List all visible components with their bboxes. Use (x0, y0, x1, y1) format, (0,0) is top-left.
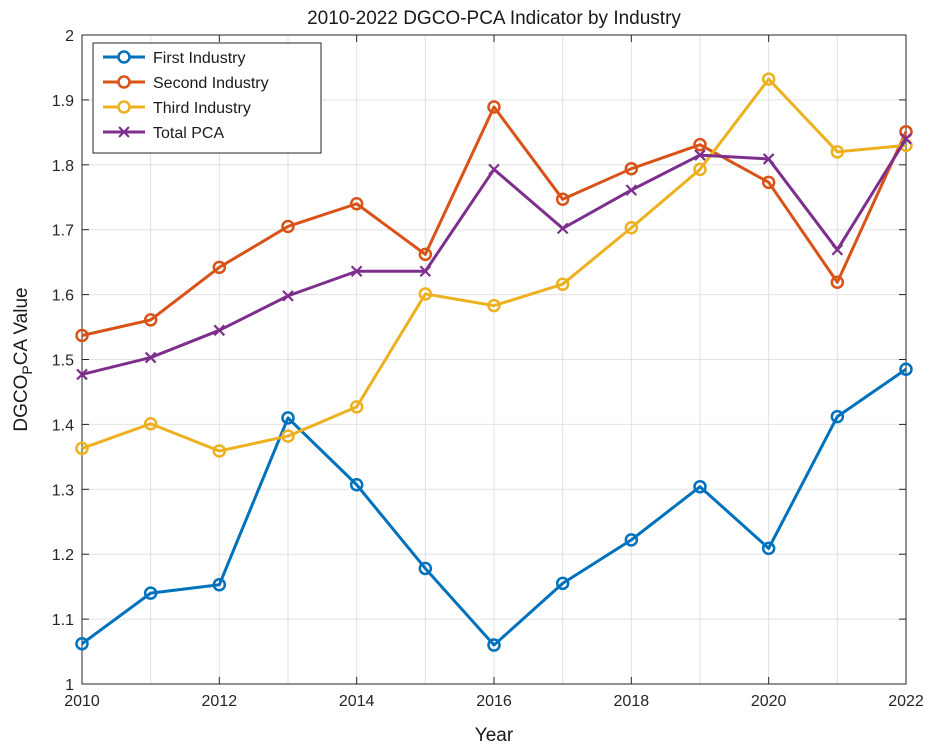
data-point (212, 444, 227, 458)
y-axis-label-main: DGCO (11, 375, 32, 432)
y-tick-label: 1.1 (52, 612, 74, 629)
data-point (143, 417, 158, 431)
y-tick-label: 1.3 (52, 482, 74, 499)
legend: First Industry Second Industry Third Indus… (92, 42, 322, 154)
data-point (899, 124, 913, 139)
data-point (555, 277, 570, 291)
y-tick-label: 1.6 (52, 288, 74, 305)
y-axis-label: DGCOPCA Value (11, 287, 35, 431)
legend-marker (117, 100, 131, 114)
y-tick-label: 1.9 (52, 93, 74, 110)
y-tick-label: 1.4 (52, 417, 74, 434)
series-third-industry (75, 72, 913, 458)
series-line (81, 105, 908, 337)
legend-box (92, 42, 322, 154)
data-point (900, 133, 912, 145)
data-point (281, 219, 295, 234)
data-point (349, 196, 364, 211)
data-point (281, 411, 295, 425)
data-point (282, 290, 294, 302)
legend-marker (118, 126, 130, 138)
data-point (624, 533, 639, 547)
data-point (488, 163, 500, 176)
data-point (761, 541, 776, 556)
series-total-pca (76, 133, 912, 381)
data-point (144, 351, 157, 364)
data-point (555, 192, 570, 206)
x-tick-label: 2022 (888, 693, 924, 710)
y-tick-label: 1.7 (52, 223, 74, 240)
data-point (761, 72, 776, 86)
data-point (418, 561, 433, 576)
data-point (213, 324, 226, 337)
legend-marker (117, 50, 131, 64)
x-tick-label: 2012 (202, 693, 238, 710)
data-point (899, 362, 913, 376)
series-second-industry (75, 100, 913, 343)
data-point (143, 586, 158, 600)
legend-item: Total PCA (103, 125, 224, 142)
data-point (830, 145, 845, 159)
y-tick-label: 2 (65, 28, 74, 45)
data-point (418, 247, 433, 262)
data-point (762, 153, 775, 165)
data-point (75, 441, 89, 456)
legend-item: Second Industry (103, 75, 269, 92)
series-first-industry (75, 362, 913, 652)
data-point (487, 100, 501, 114)
data-point (694, 149, 706, 161)
legend-marker (117, 75, 131, 89)
legend-label: Total PCA (153, 125, 224, 142)
data-point (555, 576, 570, 591)
series-lines (75, 72, 913, 652)
data-point (693, 137, 707, 152)
legend-item: First Industry (103, 50, 245, 67)
y-tick-label: 1 (65, 677, 74, 694)
data-point (75, 328, 89, 343)
data-point (76, 368, 88, 381)
series-line (81, 77, 907, 453)
y-axis-label-rest: CA Value (11, 287, 32, 365)
data-point (418, 287, 433, 301)
data-point (693, 162, 707, 177)
x-tick-label: 2020 (751, 693, 787, 710)
data-point (761, 175, 776, 190)
data-point (693, 479, 707, 494)
data-point (281, 429, 295, 443)
x-axis-label: Year (475, 725, 514, 746)
y-tick-label: 1.8 (52, 158, 74, 175)
x-tick-label: 2014 (339, 693, 375, 710)
data-point (625, 184, 638, 196)
data-point (830, 409, 845, 424)
legend-item: Third Industry (103, 100, 251, 117)
legend-label: Second Industry (153, 75, 269, 92)
chart-title: 2010-2022 DGCO-PCA Indicator by Industry (307, 8, 681, 29)
x-tick-label: 2018 (614, 693, 650, 710)
data-point (212, 577, 227, 592)
data-point (487, 638, 501, 652)
series-line (81, 367, 907, 647)
data-point (624, 161, 639, 176)
x-tick-label: 2016 (476, 693, 512, 710)
data-point (75, 637, 89, 651)
data-point (830, 275, 845, 290)
data-point (624, 221, 639, 235)
data-point (349, 478, 364, 492)
y-tick-label: 1.2 (52, 547, 74, 564)
data-point (556, 222, 569, 235)
data-point (831, 244, 844, 256)
data-point (487, 298, 501, 313)
legend-label: Third Industry (153, 100, 251, 117)
data-point (419, 265, 432, 278)
y-axis-label-subscript: P (19, 365, 35, 374)
axis-ticks: 2010 2012 2014 2016 2018 2020 2022 1 1.1 1.2 1.3 1.… (52, 28, 924, 710)
data-point (350, 265, 363, 278)
data-point (212, 260, 227, 275)
y-tick-label: 1.5 (52, 353, 74, 370)
data-point (349, 400, 364, 414)
data-point (143, 313, 158, 327)
legend-label: First Industry (153, 50, 245, 67)
x-tick-label: 2010 (64, 693, 100, 710)
